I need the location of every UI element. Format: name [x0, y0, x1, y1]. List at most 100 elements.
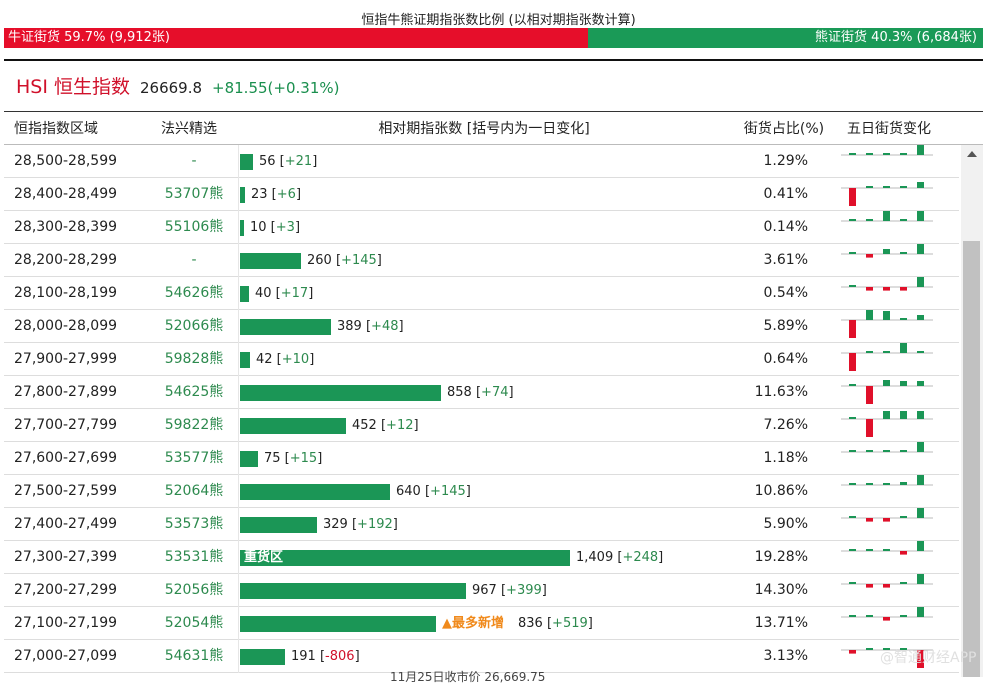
cbbc-link[interactable]: 54631熊	[164, 648, 224, 664]
contracts-count: 75	[264, 451, 281, 466]
table-row[interactable]: 28,400-28,499 53707熊 23 [+6] 0.41%	[4, 178, 959, 211]
table-row[interactable]: 27,600-27,699 53577熊 75 [+15] 1.18%	[4, 442, 959, 475]
table-row[interactable]: 27,100-27,199 52054熊 ▲最多新增 836 [+519] 13.71%	[4, 607, 959, 640]
range-cell: 27,100-27,199	[14, 615, 118, 631]
table-header: 恒指指数区域 法兴精选 相对期指张数 [括号内为一日变化] 街货占比(%) 五日…	[4, 112, 983, 144]
sparkline-bar	[917, 244, 924, 254]
cbbc-link[interactable]: 53577熊	[164, 450, 224, 466]
cbbc-link[interactable]: 54626熊	[164, 285, 224, 301]
sparkline-bar	[866, 287, 873, 291]
column-divider	[238, 178, 239, 211]
sparkline-bar	[883, 450, 890, 452]
contracts-count: 191	[291, 649, 316, 664]
sparkline-bar	[900, 450, 907, 452]
contracts-bar: 重货区	[240, 550, 570, 566]
sparkline-bar	[900, 287, 907, 291]
scroll-thumb[interactable]	[963, 241, 980, 677]
divider	[4, 111, 983, 112]
sparkline-bar	[866, 483, 873, 485]
sparkline-bar	[849, 219, 856, 221]
table-row[interactable]: 27,800-27,899 54625熊 858 [+74] 11.63%	[4, 376, 959, 409]
cbbc-link[interactable]: 53707熊	[164, 186, 224, 202]
column-divider	[238, 574, 239, 607]
sparkline-bar	[900, 153, 907, 155]
cbbc-link[interactable]: 52066熊	[164, 318, 224, 334]
range-cell: 27,900-27,999	[14, 351, 118, 367]
cbbc-link[interactable]: 54625熊	[164, 384, 224, 400]
sparkline-bar	[849, 252, 856, 254]
cbbc-link[interactable]: 52056熊	[164, 582, 224, 598]
range-cell: 27,000-27,099	[14, 648, 118, 664]
sparkline-bar	[900, 582, 907, 584]
table-row[interactable]: 27,900-27,999 59828熊 42 [+10] 0.64%	[4, 343, 959, 376]
contracts-value: 452 [+12]	[352, 418, 419, 433]
cbbc-link[interactable]: 53573熊	[164, 516, 224, 532]
share-cell: 0.41%	[763, 186, 808, 202]
contracts-value: 40 [+17]	[255, 286, 314, 301]
contracts-bar	[240, 220, 244, 236]
sparkline-bar	[866, 186, 873, 188]
table-row[interactable]: 27,700-27,799 59822熊 452 [+12] 7.26%	[4, 409, 959, 442]
sparkline-bar	[849, 353, 856, 371]
table-row[interactable]: 28,300-28,399 55106熊 10 [+3] 0.14%	[4, 211, 959, 244]
table-row[interactable]: 28,000-28,099 52066熊 389 [+48] 5.89%	[4, 310, 959, 343]
sparkline-bar	[900, 516, 907, 518]
daily-change: +145	[341, 253, 377, 268]
cbbc-link[interactable]: 52054熊	[164, 615, 224, 631]
contracts-count: 260	[307, 253, 332, 268]
contracts-bar	[240, 319, 331, 335]
contracts-count: 836	[518, 616, 543, 631]
table-row[interactable]: 27,400-27,499 53573熊 329 [+192] 5.90%	[4, 508, 959, 541]
sparkline-bar	[900, 318, 907, 320]
range-cell: 28,400-28,499	[14, 186, 118, 202]
sparkline-bar	[883, 186, 890, 188]
sparkline-bar	[883, 211, 890, 221]
daily-change: +6	[276, 187, 296, 202]
scroll-up-arrow-icon[interactable]	[967, 151, 977, 157]
header-cbbc: 法兴精选	[161, 121, 217, 137]
sparkline-bar	[917, 442, 924, 452]
sparkline-bar	[900, 411, 907, 419]
index-name[interactable]: HSI 恒生指数	[16, 76, 130, 98]
sparkline-bar	[917, 145, 924, 155]
sparkline-bar	[900, 219, 907, 221]
cbbc-link[interactable]: 59828熊	[164, 351, 224, 367]
five-day-sparkline	[841, 607, 933, 621]
table-row[interactable]: 27,500-27,599 52064熊 640 [+145] 10.86%	[4, 475, 959, 508]
sparkline-bar	[866, 153, 873, 155]
cbbc-link[interactable]: 55106熊	[164, 219, 224, 235]
sparkline-bar	[917, 574, 924, 584]
table-row[interactable]: 28,100-28,199 54626熊 40 [+17] 0.54%	[4, 277, 959, 310]
sparkline-bar	[849, 650, 856, 654]
header-contracts: 相对期指张数 [括号内为一日变化]	[378, 121, 590, 137]
sparkline-bar	[883, 153, 890, 155]
sparkline-bar	[900, 615, 907, 617]
bull-bear-ratio-bar: 牛证街货 59.7% (9,912张) 熊证街货 40.3% (6,684张)	[4, 28, 983, 48]
sparkline-bar	[917, 541, 924, 551]
cbbc-link[interactable]: 53531熊	[164, 549, 224, 565]
share-cell: 13.71%	[754, 615, 808, 631]
five-day-sparkline	[841, 211, 933, 222]
contracts-bar	[240, 418, 346, 434]
sparkline-bar	[866, 648, 873, 650]
cbbc-link[interactable]: 59822熊	[164, 417, 224, 433]
table-row[interactable]: 27,300-27,399 53531熊 重货区 1,409 [+248] 19.28%	[4, 541, 959, 574]
table-row[interactable]: 27,200-27,299 52056熊 967 [+399] 14.30%	[4, 574, 959, 607]
five-day-sparkline	[841, 380, 933, 404]
sparkline-bar	[917, 607, 924, 617]
column-divider	[238, 310, 239, 343]
contracts-value: 640 [+145]	[396, 484, 471, 499]
table-row[interactable]: 27,000-27,099 54631熊 191 [-806] 3.13%	[4, 640, 959, 673]
cbbc-link[interactable]: 52064熊	[164, 483, 224, 499]
table-row[interactable]: 28,200-28,299 - 260 [+145] 3.61%	[4, 244, 959, 277]
sparkline-bar	[900, 186, 907, 188]
most-new-tag: ▲最多新增	[442, 616, 504, 631]
sparkline-bar	[883, 483, 890, 485]
share-cell: 1.18%	[763, 450, 808, 466]
table-row[interactable]: 28,500-28,599 - 56 [+21] 1.29%	[4, 145, 959, 178]
cbbc-link: -	[191, 153, 197, 169]
vertical-scrollbar[interactable]	[961, 145, 983, 677]
column-divider	[238, 244, 239, 277]
five-day-sparkline	[841, 648, 933, 668]
sparkline-bar	[866, 254, 873, 258]
